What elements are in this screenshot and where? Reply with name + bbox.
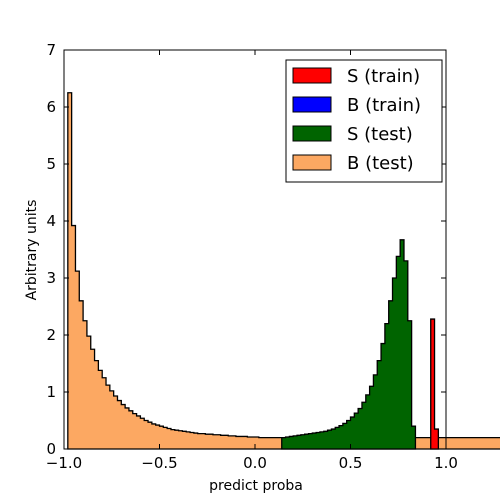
histogram-s-test	[281, 239, 417, 450]
y-tick-label: 2	[46, 326, 56, 344]
plot-area	[67, 92, 500, 450]
legend-label-s-train: S (train)	[347, 66, 420, 87]
x-tick-label: 1.0	[434, 454, 458, 472]
x-tick-label: 0.5	[339, 454, 363, 472]
y-tick-label: 4	[46, 212, 56, 230]
legend: S (train) B (train) S (test) B (test)	[285, 59, 443, 183]
y-tick-label: 6	[46, 98, 56, 116]
legend-swatch-b-train	[292, 96, 332, 113]
y-tick-label: 1	[46, 383, 56, 401]
legend-label-s-test: S (test)	[347, 124, 413, 145]
legend-label-b-test: B (test)	[347, 153, 414, 174]
x-tick-label: −0.5	[141, 454, 177, 472]
legend-swatch-b-test	[292, 154, 332, 171]
x-tick-label: −1.0	[46, 454, 82, 472]
legend-swatch-s-train	[292, 67, 332, 84]
x-axis-label: predict proba	[209, 478, 303, 494]
y-axis-label: Arbitrary units	[24, 200, 40, 301]
y-tick-label: 7	[46, 41, 56, 59]
x-tick-label: 0.0	[243, 454, 267, 472]
y-tick-label: 0	[46, 440, 56, 458]
legend-swatch-s-test	[292, 125, 332, 142]
y-tick-label: 3	[46, 269, 56, 287]
ticks: −1.0 −0.5 0.0 0.5 1.0 0 1 2 3 4 5 6 7	[46, 41, 458, 472]
y-tick-label: 5	[46, 155, 56, 173]
legend-label-b-train: B (train)	[347, 95, 421, 116]
histogram-b-test	[67, 92, 500, 450]
